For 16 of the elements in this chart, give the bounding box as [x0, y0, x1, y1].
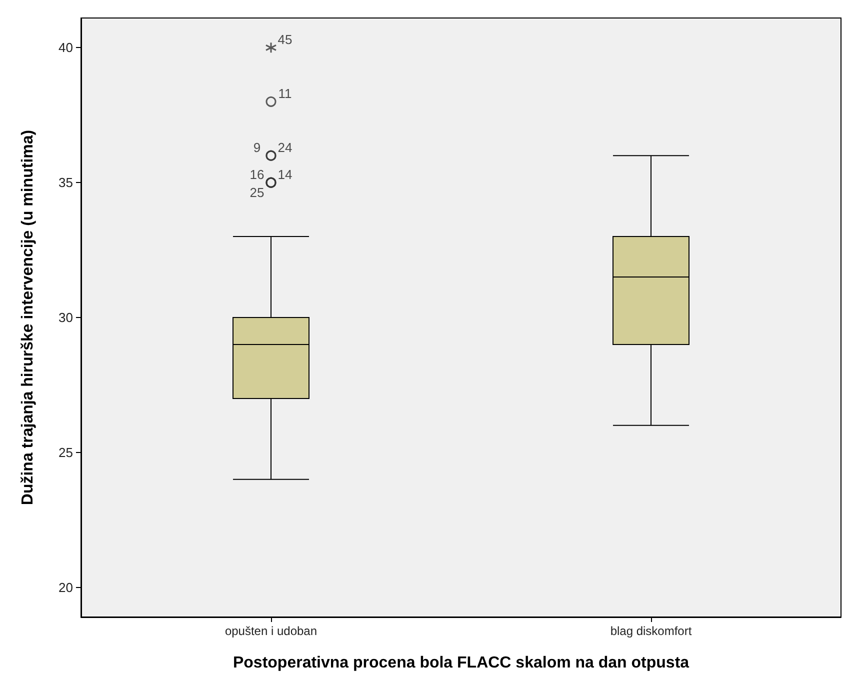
y-axis-title: Dužina trajanja hirurške intervencije (u minutima): [20, 130, 36, 506]
y-tick-label: 35: [58, 175, 73, 190]
x-tick-label: blag diskomfort: [610, 624, 692, 638]
x-tick-label: opušten i udoban: [224, 624, 318, 638]
y-tick-label: 40: [58, 40, 73, 56]
y-tick-label: 20: [58, 580, 73, 595]
annotation: 9: [253, 140, 261, 156]
annotation: 16: [250, 167, 264, 182]
y-tick-label: 25: [58, 444, 73, 460]
annotation: 25: [250, 185, 264, 200]
annotation: 11: [278, 86, 292, 102]
x-axis-title: Postoperativna procena bola FLACC skalom na dan otpusta: [232, 654, 690, 672]
annotation: 24: [278, 140, 292, 156]
y-tick-label: 30: [58, 310, 73, 325]
annotation: 45: [278, 32, 292, 48]
annotation: 14: [278, 167, 292, 182]
